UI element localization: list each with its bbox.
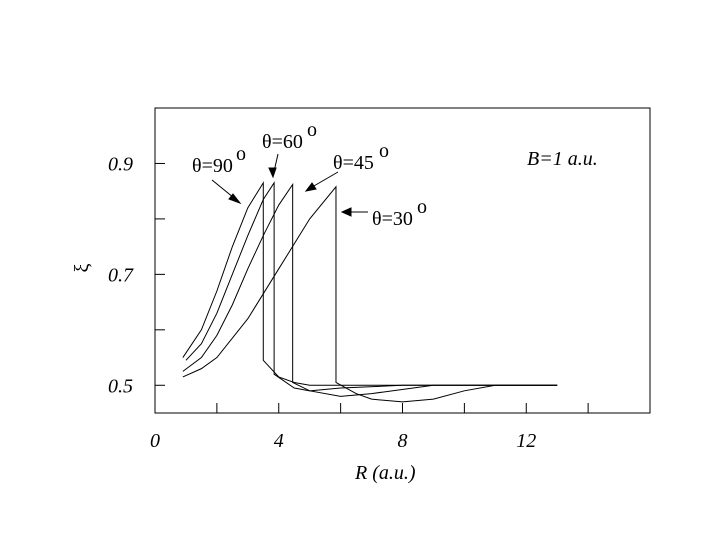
annotation-sup: o (307, 119, 317, 141)
y-tick-label: 0.7 (108, 264, 134, 286)
x-tick-label: 0 (150, 430, 160, 452)
annotation: B=1 a.u. (527, 148, 598, 170)
x-axis-label: R (a.u.) (354, 462, 416, 484)
series-line (182, 181, 558, 386)
annotation-sup: o (236, 143, 246, 165)
annotation: θ=90 (192, 155, 233, 177)
y-axis-label: ξ (71, 263, 93, 272)
series-line (182, 185, 558, 403)
arrowhead (304, 182, 317, 192)
annotation-sup: o (379, 140, 389, 162)
annotation: θ=45 (333, 152, 374, 174)
arrowhead (228, 193, 242, 205)
annotation-sup: o (417, 196, 427, 218)
x-tick-label: 4 (274, 430, 284, 452)
annotation: θ=30 (372, 208, 413, 230)
x-tick-label: 12 (516, 430, 536, 452)
series-line (182, 182, 558, 397)
x-tick-label: 8 (398, 430, 408, 452)
arrowhead (340, 207, 352, 217)
arrowhead (268, 167, 277, 179)
arrows (211, 153, 368, 217)
y-tick-label: 0.5 (108, 375, 133, 397)
series-line (185, 181, 558, 392)
y-tick-label: 0.9 (108, 153, 133, 175)
annotation: θ=60 (262, 131, 303, 153)
